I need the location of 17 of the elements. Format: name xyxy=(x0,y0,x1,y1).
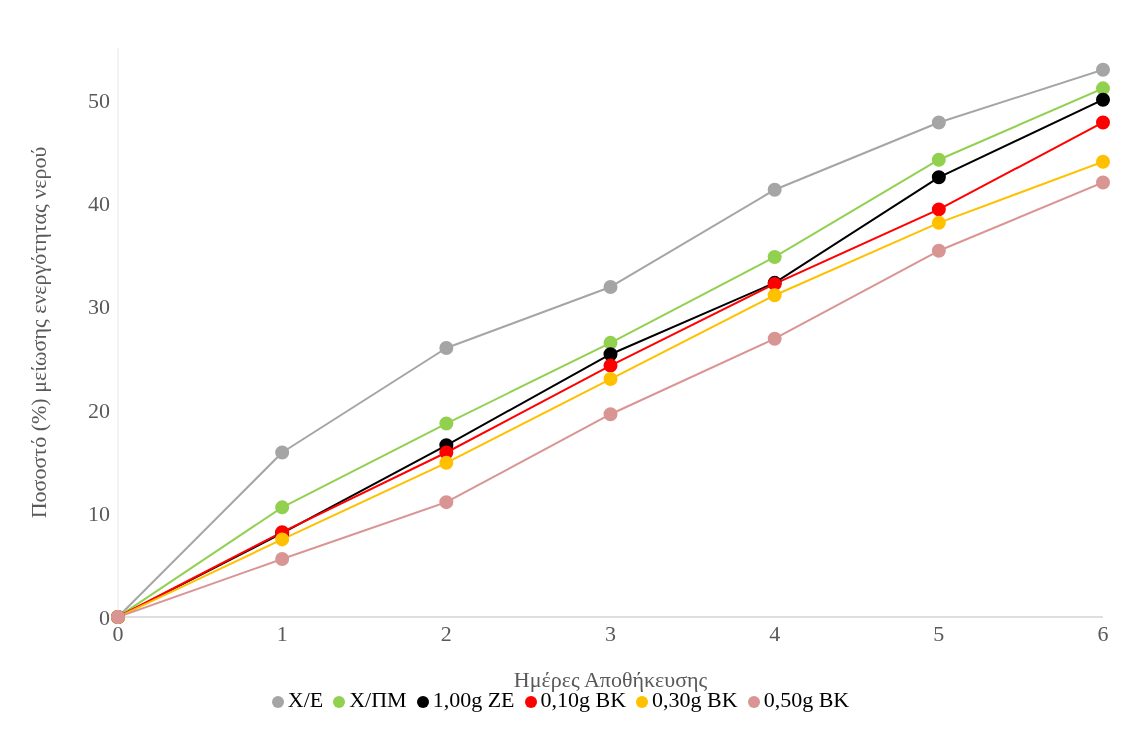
x-tick-label: 1 xyxy=(276,620,288,646)
legend-label: Χ/ΠΜ xyxy=(349,687,407,712)
y-tick-label: 30 xyxy=(88,294,110,320)
legend-label: 0,50g BK xyxy=(763,687,850,712)
legend-label: Χ/Ε xyxy=(287,687,324,712)
y-tick-label: 50 xyxy=(88,87,110,113)
y-tick-label: 20 xyxy=(88,397,110,423)
x-tick-label: 4 xyxy=(769,620,781,646)
legend-label: 1,00g ZE xyxy=(432,687,515,712)
x-tick-label: 5 xyxy=(933,620,945,646)
y-tick-label: 0 xyxy=(99,604,110,630)
y-tick-label: 40 xyxy=(88,190,110,216)
y-axis-title: Ποσοστό (%) μείωσης ενεργότητας νερού xyxy=(25,146,51,519)
x-tick-label: 2 xyxy=(440,620,452,646)
x-tick-label: 3 xyxy=(605,620,616,646)
y-tick-label: 10 xyxy=(88,501,110,527)
x-tick-label: 6 xyxy=(1097,620,1109,646)
